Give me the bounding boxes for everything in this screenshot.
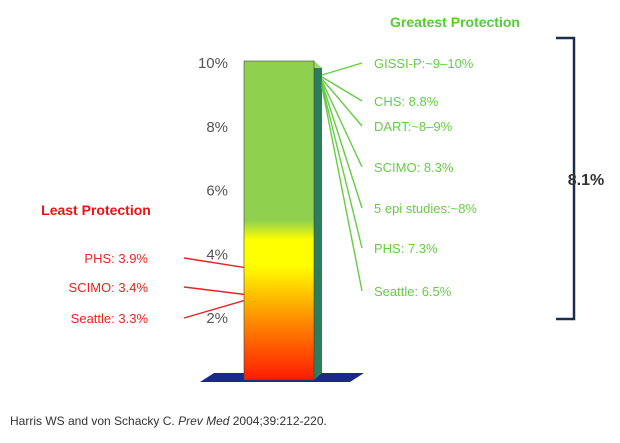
- least-leader-line: [183, 286, 245, 296]
- greatest-study-label: 5 epi studies:~8%: [374, 201, 477, 216]
- least-leader-line: [183, 299, 245, 319]
- bar-front: [243, 60, 315, 381]
- citation-authors: Harris WS and von Schacky C.: [10, 414, 179, 428]
- y-tick-label: 2%: [206, 310, 228, 327]
- bracket-label: 8.1%: [568, 172, 604, 189]
- greatest-study-label: GISSI-P:~9–10%: [374, 56, 474, 71]
- y-tick-label: 10%: [198, 55, 228, 72]
- y-tick-label: 4%: [206, 246, 228, 263]
- greatest-leader-line: [321, 78, 363, 127]
- least-study-label: PHS: 3.9%: [84, 251, 148, 266]
- citation-journal: Prev Med: [178, 414, 230, 428]
- greatest-study-label: Seattle: 6.5%: [374, 284, 452, 299]
- citation: Harris WS and von Schacky C. Prev Med 20…: [10, 414, 327, 428]
- greatest-study-label: PHS: 7.3%: [374, 241, 438, 256]
- greatest-leader-line: [321, 62, 363, 76]
- y-tick-label: 6%: [206, 183, 228, 200]
- greatest-leader-line: [321, 84, 363, 249]
- greatest-leader-line: [321, 86, 363, 292]
- y-tick-label: 8%: [206, 119, 228, 136]
- greatest-leader-line: [321, 82, 363, 209]
- greatest-leader-line: [321, 76, 363, 102]
- bar-side: [314, 61, 322, 380]
- least-leader-line: [183, 257, 245, 269]
- greatest-study-label: SCIMO: 8.3%: [374, 160, 454, 175]
- greatest-leader-line: [321, 80, 363, 168]
- greatest-heading: Greatest Protection: [390, 14, 520, 30]
- greatest-study-label: DART:~8–9%: [374, 119, 453, 134]
- greatest-study-label: CHS: 8.8%: [374, 94, 439, 109]
- range-bracket: [556, 36, 576, 321]
- citation-details: 2004;39:212-220.: [229, 414, 327, 428]
- least-study-label: SCIMO: 3.4%: [69, 280, 149, 295]
- least-heading: Least Protection: [41, 202, 151, 218]
- least-study-label: Seattle: 3.3%: [71, 311, 149, 326]
